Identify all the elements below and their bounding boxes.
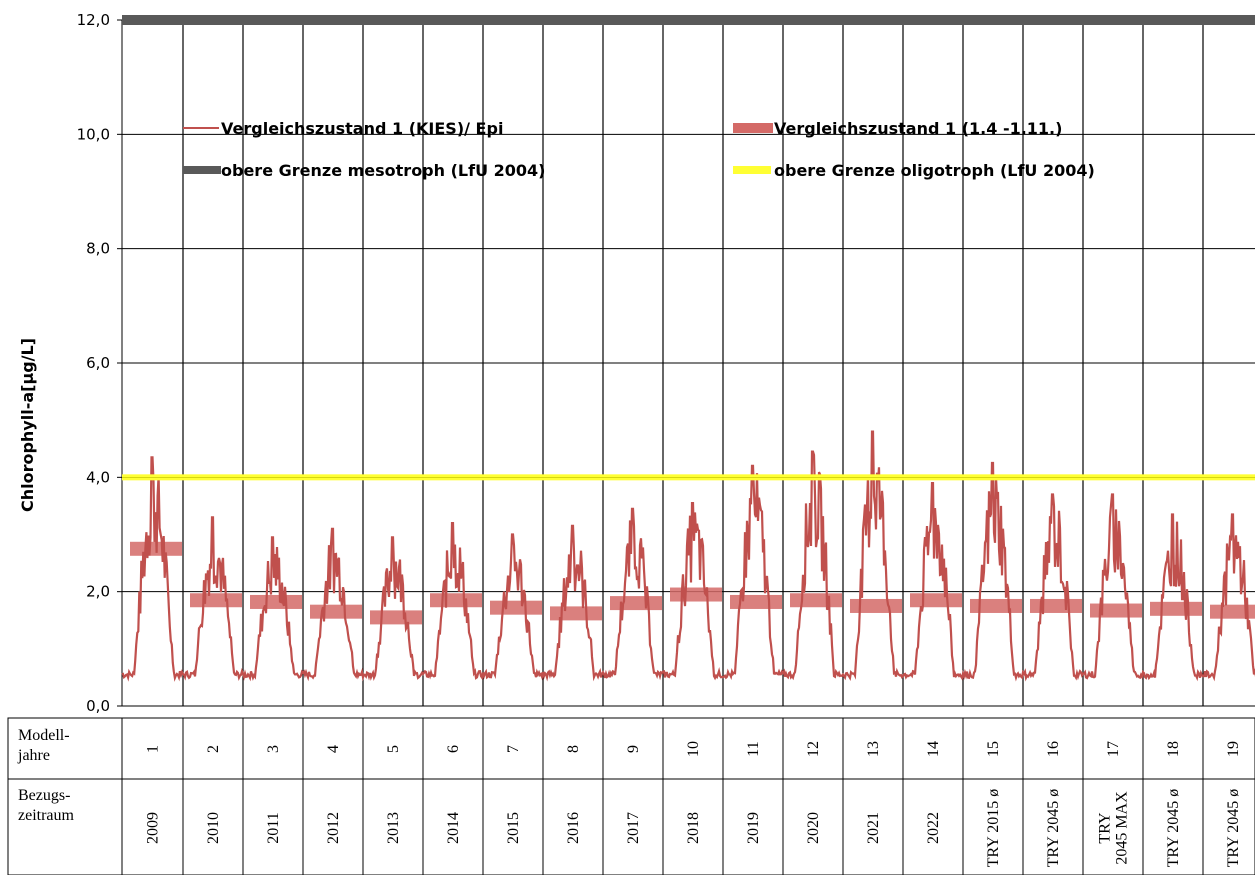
reference-period-5: 2013 [385,812,402,844]
reference-period-16: TRY 2045 ø [1045,789,1062,868]
reference-period-3: 2011 [265,812,282,843]
model-year-10: 10 [685,741,702,757]
reference-period-10: 2018 [685,812,702,844]
legend-item-3: obere Grenze mesotroph (LfU 2004) [183,161,545,180]
model-year-7: 7 [505,745,522,753]
reference-period-15: TRY 2015 ø [985,789,1002,868]
y-axis-label: Chlorophyll-a[µg/L] [18,338,37,512]
reference-period-6: 2014 [445,812,462,844]
table-border [7,717,1255,875]
model-year-5: 5 [385,745,402,753]
legend-label: obere Grenze oligotroph (LfU 2004) [774,161,1095,180]
reference-bar-15 [970,598,1022,613]
reference-period-17: TRY [1097,812,1114,844]
reference-bar-5 [370,610,422,625]
reference-period-9: 2017 [625,812,642,844]
threshold-lines [122,15,1255,481]
legend: Vergleichszustand 1 (KIES)/ Epi Vergleich… [183,119,1095,180]
reference-bar-11 [730,594,782,609]
y-tick-label: 6,0 [86,354,110,372]
reference-bar-2 [190,593,242,608]
series-line-group [121,430,1255,682]
reference-bar-13 [850,598,902,613]
legend-item-1: Vergleichszustand 1 (KIES)/ Epi [183,119,503,138]
row-label-modelljahre: jahre [17,747,50,764]
model-year-12: 12 [805,741,822,757]
reference-period-4: 2012 [325,812,342,844]
y-tick-label: 2,0 [86,583,110,601]
reference-bar-6 [430,593,482,608]
chlorophyll-series-line [121,430,1255,682]
reference-bar-18 [1150,601,1202,616]
legend-label: Vergleichszustand 1 (1.4 -1.11.) [774,119,1062,138]
model-year-19: 19 [1225,741,1242,757]
y-tick-label: 12,0 [77,11,110,29]
reference-bar-14 [910,593,962,608]
model-year-1: 1 [145,745,162,753]
threshold-mesotroph [122,15,1255,25]
reference-period-11: 2019 [745,812,762,844]
reference-bar-9 [610,596,662,611]
model-year-15: 15 [985,741,1002,757]
legend-label: obere Grenze mesotroph (LfU 2004) [221,161,545,180]
row-label-modelljahre: Modell- [18,727,70,744]
reference-period-14: 2022 [925,812,942,844]
legend-swatch-thick [183,166,221,174]
model-year-11: 11 [745,741,762,756]
reference-bar-12 [790,593,842,608]
row-label-bezugszeitraum: Bezugs- [18,787,70,804]
reference-bar-7 [490,600,542,615]
legend-item-2: Vergleichszustand 1 (1.4 -1.11.) [733,119,1062,138]
reference-period-19: TRY 2045 ø [1225,789,1242,868]
row-label-bezugszeitraum: zeitraum [18,807,75,824]
reference-bar-10 [670,587,722,602]
model-year-14: 14 [925,741,942,757]
reference-period-2: 2010 [205,812,222,844]
model-year-18: 18 [1165,741,1182,757]
reference-period-7: 2015 [505,812,522,844]
reference-bar-3 [250,594,302,609]
y-tick-label: 10,0 [77,125,110,143]
reference-period-13: 2021 [865,812,882,844]
model-year-4: 4 [325,745,342,753]
legend-swatch-bar [733,123,773,133]
model-year-3: 3 [265,745,282,753]
y-tick-label: 0,0 [86,697,110,715]
reference-bar-17 [1090,603,1142,618]
model-year-2: 2 [205,745,222,753]
reference-period-18: TRY 2045 ø [1165,789,1182,868]
model-year-17: 17 [1105,741,1122,757]
reference-period-17: 2045 MAX [1114,791,1131,865]
reference-period-1: 2009 [145,812,162,844]
reference-period-8: 2016 [565,812,582,844]
reference-period-12: 2020 [805,812,822,844]
y-tick-labels: 0,0 2,0 4,0 6,0 8,0 10,0 12,0 [77,11,122,715]
reference-bar-8 [550,606,602,621]
reference-bar-4 [310,604,362,619]
y-tick-label: 4,0 [86,468,110,486]
model-year-8: 8 [565,745,582,753]
legend-swatch-thick [733,166,771,174]
model-year-13: 13 [865,741,882,757]
model-year-9: 9 [625,745,642,753]
legend-label: Vergleichszustand 1 (KIES)/ Epi [221,119,503,138]
reference-bar-16 [1030,598,1082,613]
legend-item-4: obere Grenze oligotroph (LfU 2004) [733,161,1095,180]
model-year-16: 16 [1045,741,1062,757]
y-tick-label: 8,0 [86,240,110,258]
model-year-6: 6 [445,745,462,753]
